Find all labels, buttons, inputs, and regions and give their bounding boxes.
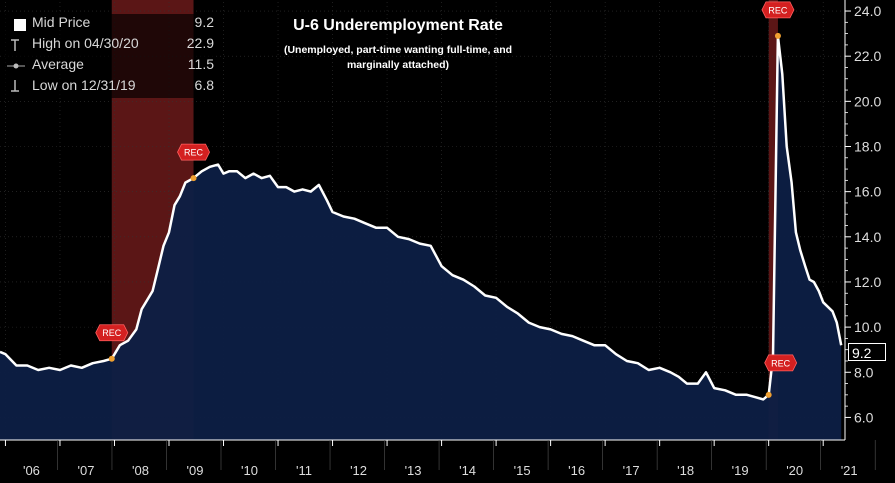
legend-item-low[interactable]: Low on 12/31/19 6.8 <box>2 77 216 96</box>
rec-badge-shape <box>764 354 798 372</box>
chart-title: U-6 Underemployment Rate <box>293 17 503 34</box>
y-tick-label: 8.0 <box>854 364 874 380</box>
x-tick-label: '10 <box>241 463 258 478</box>
square-icon <box>4 16 30 31</box>
x-tick-label: '21 <box>841 463 858 478</box>
x-tick-label: '13 <box>405 463 422 478</box>
x-tick-label: '19 <box>732 463 749 478</box>
rec-marker-dot <box>108 355 115 362</box>
rec-badge-shape <box>177 143 210 161</box>
x-tick-label: '11 <box>296 463 312 478</box>
low-marker-icon <box>4 79 30 94</box>
rec-badge-label: REC <box>102 328 122 338</box>
x-tick-label: '17 <box>623 463 640 478</box>
y-tick-label: 24.0 <box>854 3 881 19</box>
y-tick-label: 16.0 <box>854 184 881 200</box>
y-tick-label: 20.0 <box>854 93 881 109</box>
rec-marker-dot <box>765 391 772 398</box>
rec-badge: REC <box>177 143 210 161</box>
x-axis-ticks: '06 '07 '08 '09 '10 '11 '12 '13 '14 '15 '16 '17 '18 '… <box>4 440 876 478</box>
x-tick-label: '18 <box>677 463 694 478</box>
x-tick-label: '20 <box>786 463 803 478</box>
x-tick-label: '06 <box>23 463 40 478</box>
rec-badge-label: REC <box>768 5 788 15</box>
y-tick-label: 6.0 <box>854 409 874 425</box>
legend-label: Mid Price <box>32 14 91 30</box>
x-tick-label: '14 <box>459 463 476 478</box>
recession-markers: REC REC REC REC <box>95 1 798 398</box>
legend-item-high[interactable]: High on 04/30/20 22.9 <box>2 35 216 54</box>
legend-value: 11.5 <box>187 56 214 72</box>
rec-marker-dot <box>774 32 781 39</box>
legend-label: High on 04/30/20 <box>32 35 139 51</box>
rec-badge: REC <box>761 1 795 19</box>
rec-marker-dot <box>190 175 197 182</box>
y-axis-ticks: 6.0 8.0 10.0 12.0 14.0 16.0 18.0 20.0 22.0 24.0 <box>845 3 881 425</box>
x-tick-label: '07 <box>77 463 94 478</box>
legend-value: 22.9 <box>186 35 214 51</box>
average-marker-icon <box>4 58 30 73</box>
recession-band <box>768 0 778 440</box>
y-tick-label: 10.0 <box>854 319 881 335</box>
rec-badge-label: REC <box>771 358 791 368</box>
legend[interactable]: Mid Price 9.2 High on 04/30/20 22.9 Aver… <box>2 14 216 98</box>
chart-subtitle: (Unemployed, part-time wanting full-time… <box>283 44 513 71</box>
y-tick-label: 12.0 <box>854 274 881 290</box>
series-area <box>0 35 842 441</box>
rec-badge-label: REC <box>184 148 204 158</box>
x-tick-label: '15 <box>514 463 531 478</box>
series-line <box>0 34 843 401</box>
y-tick-label: 18.0 <box>854 138 881 154</box>
legend-item-mid-price[interactable]: Mid Price 9.2 <box>2 14 216 33</box>
axes <box>0 0 846 441</box>
legend-label: Average <box>32 56 84 72</box>
legend-label: Low on 12/31/19 <box>32 77 136 93</box>
last-value-tag: 9.2 <box>848 343 886 361</box>
y-tick-label: 14.0 <box>854 229 881 245</box>
legend-value: 9.2 <box>194 14 214 30</box>
x-tick-label: '12 <box>350 463 367 478</box>
x-tick-label: '09 <box>187 463 204 478</box>
y-tick-label: 22.0 <box>854 48 881 64</box>
rec-badge-shape <box>761 1 795 19</box>
legend-value: 6.8 <box>194 77 214 93</box>
rec-badge-shape <box>95 324 129 342</box>
rec-badge: REC <box>95 324 129 342</box>
x-tick-label: '16 <box>568 463 585 478</box>
rec-badge: REC <box>764 354 798 372</box>
high-marker-icon <box>4 37 30 52</box>
legend-item-average[interactable]: Average 11.5 <box>2 56 216 75</box>
x-tick-label: '08 <box>132 463 149 478</box>
